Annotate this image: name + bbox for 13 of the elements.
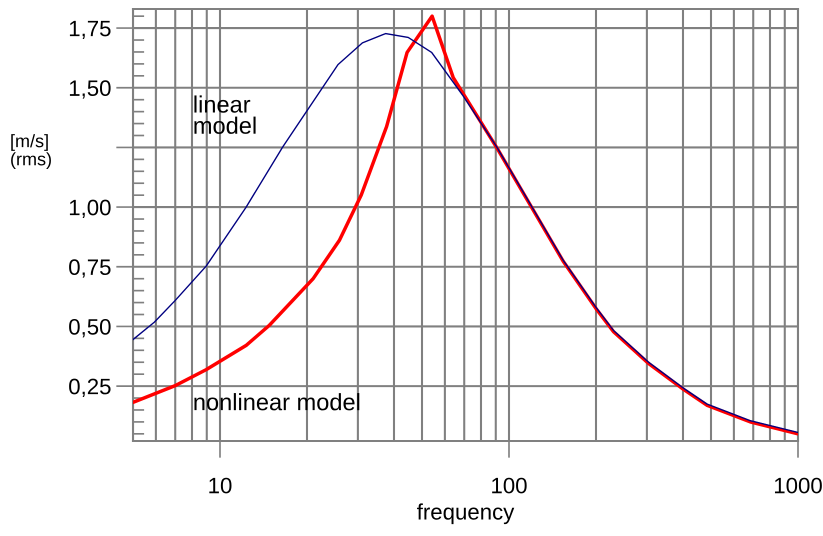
y-tick-label: 0,25 [69,378,111,397]
series-label: linear model [194,95,256,134]
y-tick-label: 1,00 [70,200,111,218]
y-tick-label: 1,75 [70,20,111,39]
x-axis-title: frequency [417,503,514,524]
y-tick-label: 0,75 [69,259,111,278]
y-tick-label: 1,50 [70,80,111,99]
x-tick-label: 10 [209,478,232,494]
y-tick-label: 0,50 [69,318,111,338]
y-axis-title: [m/s] (rms) [11,134,51,170]
x-tick-label: 1000 [774,478,822,494]
x-tick-label: 100 [492,478,527,494]
series-label: nonlinear model [194,393,360,410]
